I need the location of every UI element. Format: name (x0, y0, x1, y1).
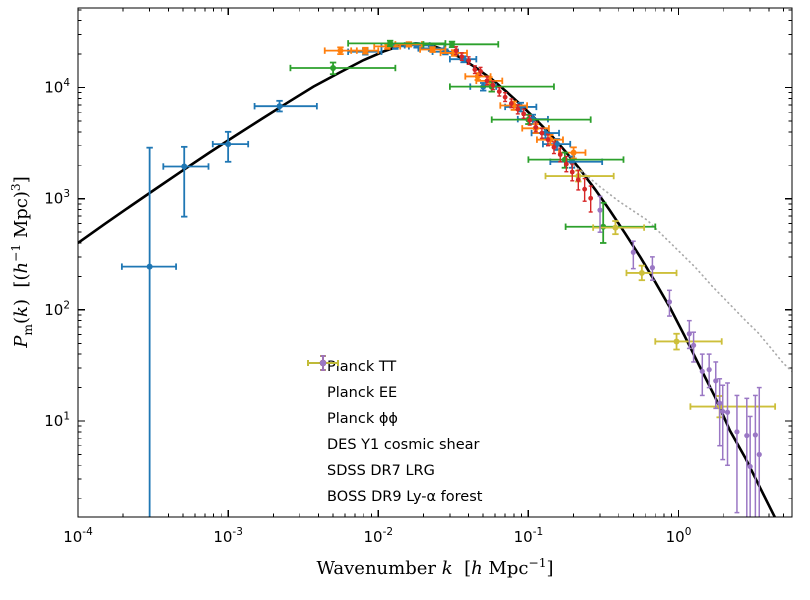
legend-label-des-y1-cosmic-shear: DES Y1 cosmic shear (327, 437, 480, 453)
legend-item-boss-dr9-ly-forest: BOSS DR9 Ly-α forest (305, 355, 483, 510)
y-tick-label: 102 (44, 299, 70, 319)
y-tick-label: 101 (44, 411, 70, 431)
series-des-y1-cosmic-shear (544, 169, 777, 419)
x-tick-label: 100 (666, 526, 692, 546)
y-tick-label: 104 (44, 77, 70, 97)
x-tick-label: 10-2 (363, 526, 393, 546)
legend-item-sdss-dr7-lrg: SDSS DR7 LRG (305, 355, 482, 484)
x-tick-label: 10-1 (514, 526, 544, 546)
legend-item-planck: Planck ϕϕ (305, 355, 482, 432)
x-axis-label: Wavenumber k [h Mpc−1] (316, 556, 554, 579)
legend-item-planck-ee: Planck EE (305, 355, 482, 406)
legend-label-boss-dr9-ly-forest: BOSS DR9 Ly-α forest (327, 489, 483, 505)
legend-marker-boss-dr9-ly-forest (319, 355, 327, 371)
series-sdss-dr7-lrg (453, 46, 594, 213)
series-boss-dr9-ly-forest (597, 195, 762, 517)
legend-label-sdss-dr7-lrg: SDSS DR7 LRG (327, 463, 435, 479)
linear-spectrum-line (78, 42, 777, 517)
legend-label-planck: Planck ϕϕ (327, 411, 398, 427)
x-tick-label: 10-3 (213, 526, 243, 546)
legend-item-des-y1-cosmic-shear: DES Y1 cosmic shear (305, 355, 482, 458)
legend: Planck TT Planck EE Planck ϕϕ DES Y1 cosmic… (305, 354, 482, 510)
plot-frame (77, 7, 793, 518)
x-tick-label: 10-4 (63, 526, 93, 546)
y-axis-label: Pm(k) [(h−1 Mpc)3] (9, 176, 35, 348)
nonlinear-spectrum-line (569, 162, 792, 373)
legend-label-planck-ee: Planck EE (327, 385, 398, 401)
y-tick-label: 103 (44, 188, 70, 208)
